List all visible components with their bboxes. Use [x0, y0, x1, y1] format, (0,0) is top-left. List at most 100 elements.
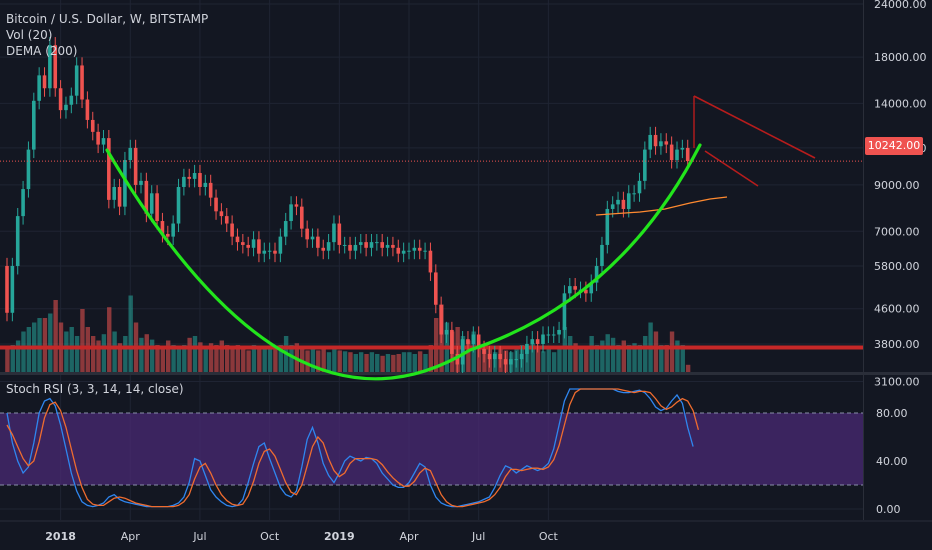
- volume-bar: [171, 345, 176, 372]
- volume-bar: [353, 354, 358, 372]
- volume-bar: [289, 345, 294, 372]
- volume-bar: [15, 340, 21, 372]
- candle: [235, 228, 240, 251]
- candle: [176, 178, 181, 233]
- candle-body: [267, 250, 272, 252]
- candle-body: [182, 176, 186, 187]
- candle: [648, 126, 652, 159]
- volume-bar: [176, 349, 182, 372]
- rsi-tick-label: 0.00: [876, 503, 901, 516]
- volume-bar: [251, 345, 257, 372]
- candle: [117, 178, 122, 216]
- candle-body: [503, 359, 508, 365]
- candle-body: [246, 244, 250, 248]
- time-tick-label: 2018: [45, 530, 76, 543]
- candle: [653, 126, 658, 155]
- price-tick-label: 7000.00: [874, 225, 920, 238]
- wedge-upper-line: [693, 95, 816, 159]
- candle-body: [643, 149, 647, 181]
- candle-body: [514, 359, 518, 361]
- candle: [675, 141, 679, 169]
- volume-bar: [541, 351, 546, 372]
- price-tick-label: 18000.00: [874, 51, 927, 64]
- candle-body: [466, 339, 470, 344]
- candle: [208, 174, 213, 207]
- volume-bar: [246, 350, 251, 372]
- candle-body: [171, 223, 175, 237]
- volume-bar: [219, 340, 224, 372]
- candle-body: [444, 329, 449, 335]
- candle-body: [305, 228, 309, 240]
- candle-body: [176, 186, 181, 224]
- candle: [32, 92, 36, 159]
- candle: [262, 242, 267, 263]
- candle: [616, 191, 620, 213]
- candle-body: [160, 221, 165, 234]
- stoch-rsi-legend: Stoch RSI (3, 3, 14, 14, close): [6, 382, 184, 396]
- candle: [230, 215, 234, 246]
- time-tick-label: Oct: [539, 530, 559, 543]
- candle: [659, 133, 663, 155]
- candle-body: [557, 329, 561, 335]
- candle-body: [482, 348, 486, 354]
- candle: [594, 257, 599, 292]
- candle: [257, 231, 261, 263]
- volume-bar: [182, 345, 187, 372]
- candle: [509, 351, 513, 373]
- volume-bar: [396, 354, 401, 372]
- candle-body: [251, 239, 256, 248]
- candle-body: [412, 247, 417, 251]
- candle: [503, 351, 508, 373]
- candle-body: [530, 339, 535, 344]
- time-tick-label: 2019: [324, 530, 355, 543]
- candle-body: [492, 353, 497, 360]
- volume-bar: [96, 340, 101, 372]
- candle: [326, 234, 331, 260]
- candle: [90, 111, 95, 141]
- candle-body: [364, 242, 368, 248]
- candle-body: [669, 144, 674, 161]
- dema-legend: DEMA (200): [6, 44, 78, 58]
- candle-body: [187, 176, 192, 179]
- candle-body: [203, 182, 208, 187]
- candle-body: [155, 193, 159, 222]
- candle-body: [423, 250, 427, 252]
- candle: [584, 281, 588, 302]
- volume-legend: Vol (20): [6, 28, 53, 42]
- candle: [123, 151, 127, 216]
- stoch-d-line: [6, 388, 700, 508]
- candle-body: [5, 265, 9, 313]
- candle: [369, 234, 374, 257]
- candle: [26, 141, 31, 198]
- price-tick-label: 3100.00: [874, 376, 920, 389]
- volume-bar: [643, 336, 648, 372]
- candle-body: [498, 353, 502, 360]
- volume-bar: [155, 345, 160, 372]
- price-tick-label: 3800.00: [874, 338, 920, 351]
- candle-body: [192, 173, 197, 179]
- candle-body: [519, 353, 524, 360]
- candle: [149, 185, 154, 223]
- candle: [439, 296, 443, 343]
- candle-body: [471, 334, 476, 344]
- candle: [391, 236, 395, 257]
- volume-bar: [342, 351, 348, 372]
- candle-body: [90, 119, 95, 132]
- volume-bar: [53, 300, 58, 372]
- volume-bar: [203, 346, 208, 372]
- volume-bar: [192, 336, 198, 372]
- volume-bar: [332, 349, 337, 372]
- volume-bar: [675, 340, 680, 372]
- volume-bar: [535, 348, 541, 372]
- candle: [289, 196, 293, 230]
- volume-bar: [632, 343, 637, 372]
- volume-bar: [578, 346, 584, 372]
- volume-bar: [685, 364, 691, 372]
- candle: [241, 234, 245, 254]
- volume-bar: [187, 337, 192, 372]
- time-tick-label: Apr: [121, 530, 141, 543]
- price-tick-label: 4600.00: [874, 303, 920, 316]
- volume-bar: [273, 348, 278, 372]
- candle: [380, 234, 384, 257]
